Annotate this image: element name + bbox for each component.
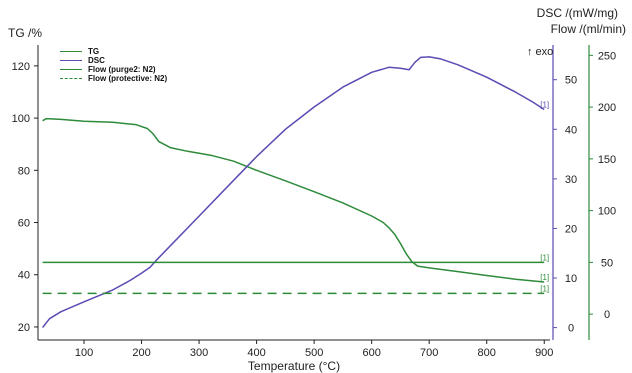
series-line-1 (42, 56, 545, 329)
flow-axis-unit: Flow /(ml/min) (550, 22, 626, 36)
tg-tick-label: 60 (18, 218, 30, 230)
x-tick-label: 100 (75, 347, 93, 359)
legend-swatch-tg (60, 51, 82, 52)
dsc-tick-label: 50 (565, 75, 577, 87)
legend-item-dsc: DSC (60, 56, 167, 65)
legend-item-flow-purge: Flow (purge2: N2) (60, 65, 167, 74)
dsc-tick-label: 10 (565, 273, 577, 285)
dsc-tick-label: 20 (565, 223, 577, 235)
series-line-0 (42, 117, 545, 283)
dsc-axis-unit: DSC /(mW/mg) (536, 6, 618, 20)
series-end-marker-3: [1] (540, 284, 549, 293)
tg-tick-label: 100 (12, 113, 30, 125)
legend-label-dsc: DSC (88, 56, 105, 65)
flow-tick-label: 150 (598, 154, 616, 166)
tg-tick-label: 20 (18, 322, 30, 334)
x-tick-label: 600 (362, 347, 380, 359)
flow-tick-label: 250 (598, 50, 616, 62)
x-tick-label: 400 (247, 347, 265, 359)
tg-axis-unit: TG /% (8, 26, 43, 40)
flow-tick-label: 100 (598, 206, 616, 218)
tg-tick-label: 120 (12, 61, 30, 73)
series-end-marker-2: [1] (540, 253, 549, 262)
flow-tick-label: 50 (601, 257, 613, 269)
x-tick-label: 300 (190, 347, 208, 359)
legend-label-tg: TG (88, 47, 100, 56)
legend-swatch-dsc (60, 60, 82, 61)
x-tick-label: 900 (535, 347, 553, 359)
series-end-marker-1: [1] (540, 100, 549, 109)
x-tick-label: 700 (420, 347, 438, 359)
legend-swatch-flow-protective (60, 78, 82, 79)
tg-tick-label: 80 (18, 165, 30, 177)
dsc-tick-label: 40 (565, 124, 577, 136)
legend-label-flow-protective: Flow (protective: N2) (88, 74, 168, 83)
dsc-tick-label: 30 (565, 174, 577, 186)
legend-label-flow-purge: Flow (purge2: N2) (88, 65, 156, 74)
exo-direction-label: ↑ exo (527, 46, 554, 58)
flow-tick-label: 200 (598, 102, 616, 114)
x-tick-label: 200 (132, 347, 150, 359)
flow-tick-label: 0 (604, 309, 610, 321)
legend-item-flow-protective: Flow (protective: N2) (60, 74, 167, 83)
chart-legend: TG DSC Flow (purge2: N2) Flow (protectiv… (60, 47, 167, 83)
legend-swatch-flow-purge (60, 69, 82, 70)
x-tick-label: 800 (478, 347, 496, 359)
x-axis-title: Temperature (°C) (248, 359, 340, 373)
dsc-tick-label: 0 (568, 323, 574, 335)
series-end-marker-0: [1] (540, 273, 549, 282)
tg-tick-label: 40 (18, 270, 30, 282)
legend-item-tg: TG (60, 47, 167, 56)
x-tick-label: 500 (305, 347, 323, 359)
